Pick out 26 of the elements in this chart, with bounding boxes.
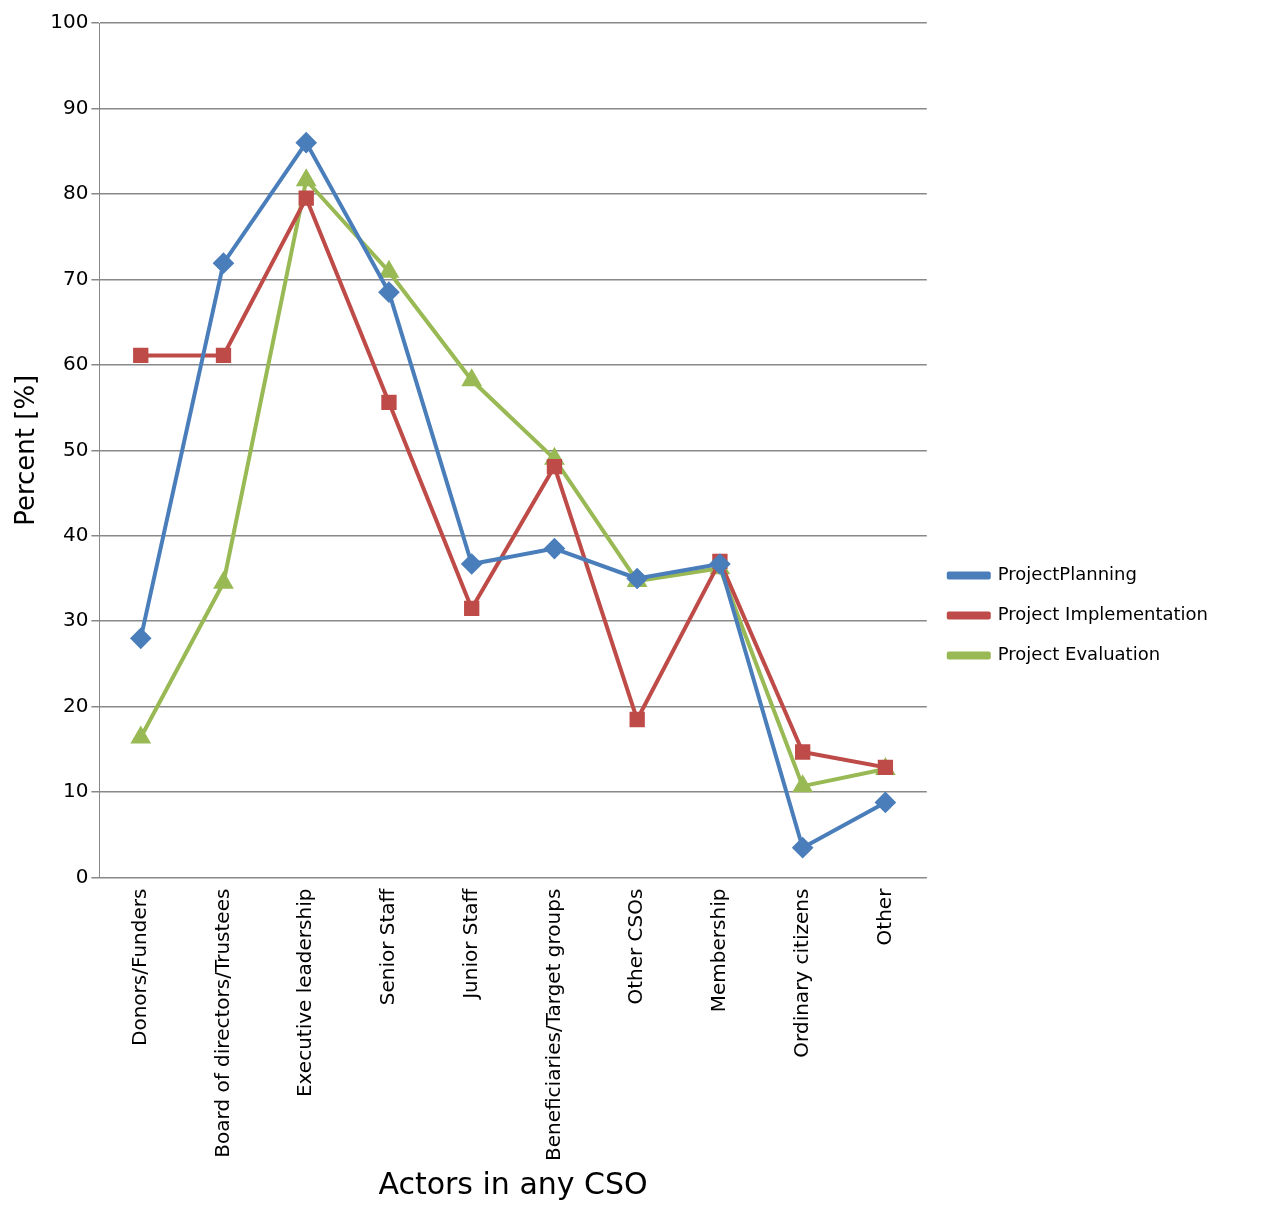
x-tick-label: Board of directors/Trustees [209, 888, 234, 1158]
y-tick-label: 30 [62, 607, 89, 632]
y-tick-label: 90 [62, 94, 89, 119]
legend-label: Project Implementation [997, 603, 1208, 625]
y-tick-label: 50 [62, 436, 89, 461]
x-tick-label: Other CSOs [623, 888, 648, 1005]
x-tick-label: Junior Staff [457, 887, 482, 1001]
y-tick-label: 100 [50, 9, 89, 34]
legend-label: ProjectPlanning [997, 563, 1137, 585]
x-axis-title: Actors in any CSO [378, 1165, 648, 1201]
y-tick-label: 10 [62, 778, 89, 803]
x-tick-label: Donors/Funders [126, 888, 151, 1046]
y-tick-label: 20 [62, 692, 89, 717]
x-tick-label: Beneficiaries/Target groups [540, 888, 565, 1162]
y-tick-label: 40 [62, 521, 89, 546]
x-tick-label: Other [871, 887, 896, 946]
legend-label: Project Evaluation [997, 643, 1161, 665]
x-tick-label: Senior Staff [375, 887, 400, 1006]
y-tick-label: 70 [62, 265, 89, 290]
y-tick-label: 0 [75, 863, 89, 888]
y-tick-label: 80 [62, 180, 89, 205]
y-tick-label: 60 [62, 351, 89, 376]
x-tick-label: Executive leadership [292, 888, 317, 1098]
x-tick-label: Membership [706, 888, 731, 1013]
x-tick-label: Ordinary citizens [788, 888, 813, 1058]
y-axis-title: Percent [%] [10, 374, 41, 526]
